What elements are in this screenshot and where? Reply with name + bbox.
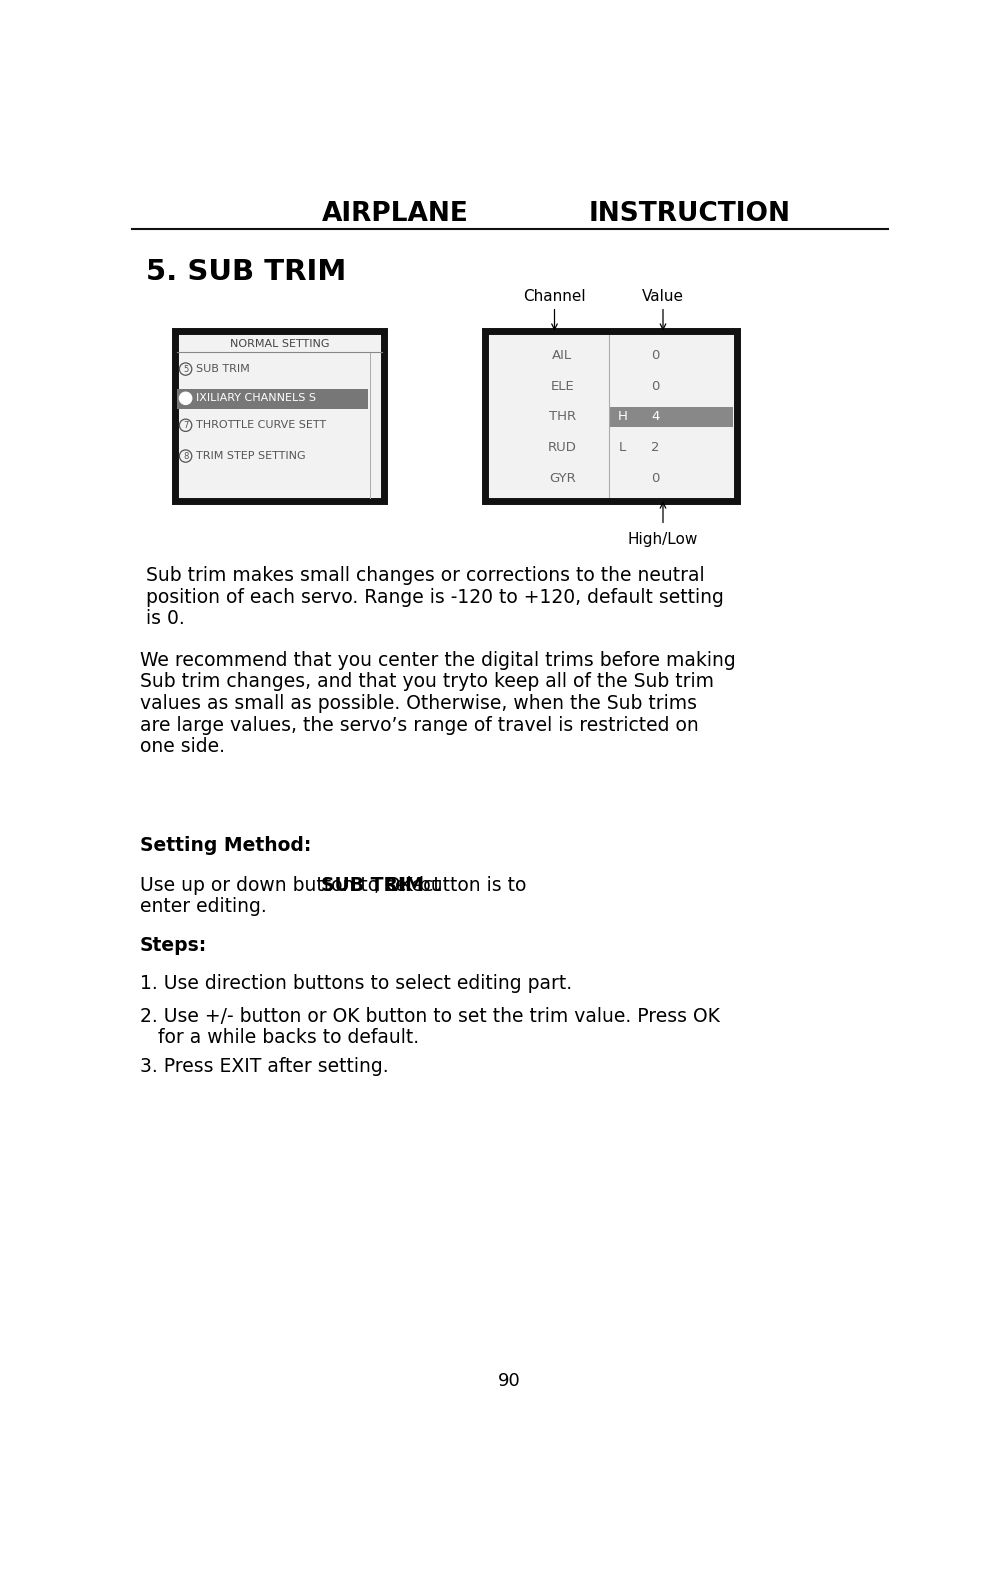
Text: IXILIARY CHANNELS S: IXILIARY CHANNELS S: [196, 394, 315, 403]
Text: High/Low: High/Low: [627, 532, 698, 546]
Bar: [177, 389, 368, 409]
Bar: [608, 406, 732, 427]
Text: 0: 0: [650, 472, 659, 485]
Text: 5: 5: [183, 365, 188, 373]
Text: for a while backs to default.: for a while backs to default.: [140, 1028, 418, 1047]
Text: RUD: RUD: [548, 441, 577, 455]
Text: values as small as possible. Otherwise, when the Sub trims: values as small as possible. Otherwise, …: [140, 694, 696, 713]
Text: GYR: GYR: [549, 472, 576, 485]
Text: L: L: [618, 441, 625, 455]
Circle shape: [179, 392, 192, 405]
Text: 0: 0: [650, 349, 659, 362]
Text: 6: 6: [183, 394, 188, 403]
Text: We recommend that you center the digital trims before making: We recommend that you center the digital…: [140, 652, 735, 671]
Text: 2. Use +/- button or OK button to set the trim value. Press OK: 2. Use +/- button or OK button to set th…: [140, 1007, 719, 1026]
Text: is 0.: is 0.: [140, 609, 185, 628]
Text: ELE: ELE: [550, 379, 574, 392]
Text: one side.: one side.: [140, 737, 225, 756]
Text: TRIM STEP SETTING: TRIM STEP SETTING: [196, 452, 305, 461]
Text: 0: 0: [650, 379, 659, 392]
Text: 1. Use direction buttons to select editing part.: 1. Use direction buttons to select editi…: [140, 974, 572, 993]
Text: INSTRUCTION: INSTRUCTION: [588, 200, 790, 227]
Text: 8: 8: [183, 452, 188, 461]
Text: Sub trim makes small changes or corrections to the neutral: Sub trim makes small changes or correcti…: [140, 567, 704, 586]
Text: AIRPLANE: AIRPLANE: [322, 200, 468, 227]
Text: 7: 7: [183, 420, 188, 430]
Text: SUB TRIM: SUB TRIM: [321, 875, 423, 894]
Text: 4: 4: [650, 411, 659, 423]
Text: 5. SUB TRIM: 5. SUB TRIM: [146, 258, 346, 286]
Text: Channel: Channel: [523, 290, 585, 304]
Text: 3. Press EXIT after setting.: 3. Press EXIT after setting.: [140, 1056, 388, 1075]
Text: Value: Value: [641, 290, 683, 304]
Text: AIL: AIL: [552, 349, 572, 362]
Text: NORMAL SETTING: NORMAL SETTING: [230, 338, 329, 349]
Text: Steps:: Steps:: [140, 937, 207, 955]
Text: Sub trim changes, and that you tryto keep all of the Sub trim: Sub trim changes, and that you tryto kee…: [140, 672, 713, 691]
Bar: [484, 332, 736, 501]
Bar: [175, 332, 384, 501]
Text: enter editing.: enter editing.: [140, 897, 266, 916]
Text: SUB TRIM: SUB TRIM: [196, 364, 249, 375]
Text: 90: 90: [498, 1373, 521, 1390]
Text: Use up or down button to select: Use up or down button to select: [140, 875, 446, 894]
Text: THR: THR: [548, 411, 576, 423]
Text: position of each servo. Range is -120 to +120, default setting: position of each servo. Range is -120 to…: [140, 587, 723, 606]
Text: H: H: [617, 411, 627, 423]
Text: are large values, the servo’s range of travel is restricted on: are large values, the servo’s range of t…: [140, 716, 698, 735]
Text: , OK button is to: , OK button is to: [373, 875, 526, 894]
Text: THROTTLE CURVE SETT: THROTTLE CURVE SETT: [196, 420, 325, 430]
Text: Setting Method:: Setting Method:: [140, 836, 311, 855]
Text: 2: 2: [650, 441, 659, 455]
